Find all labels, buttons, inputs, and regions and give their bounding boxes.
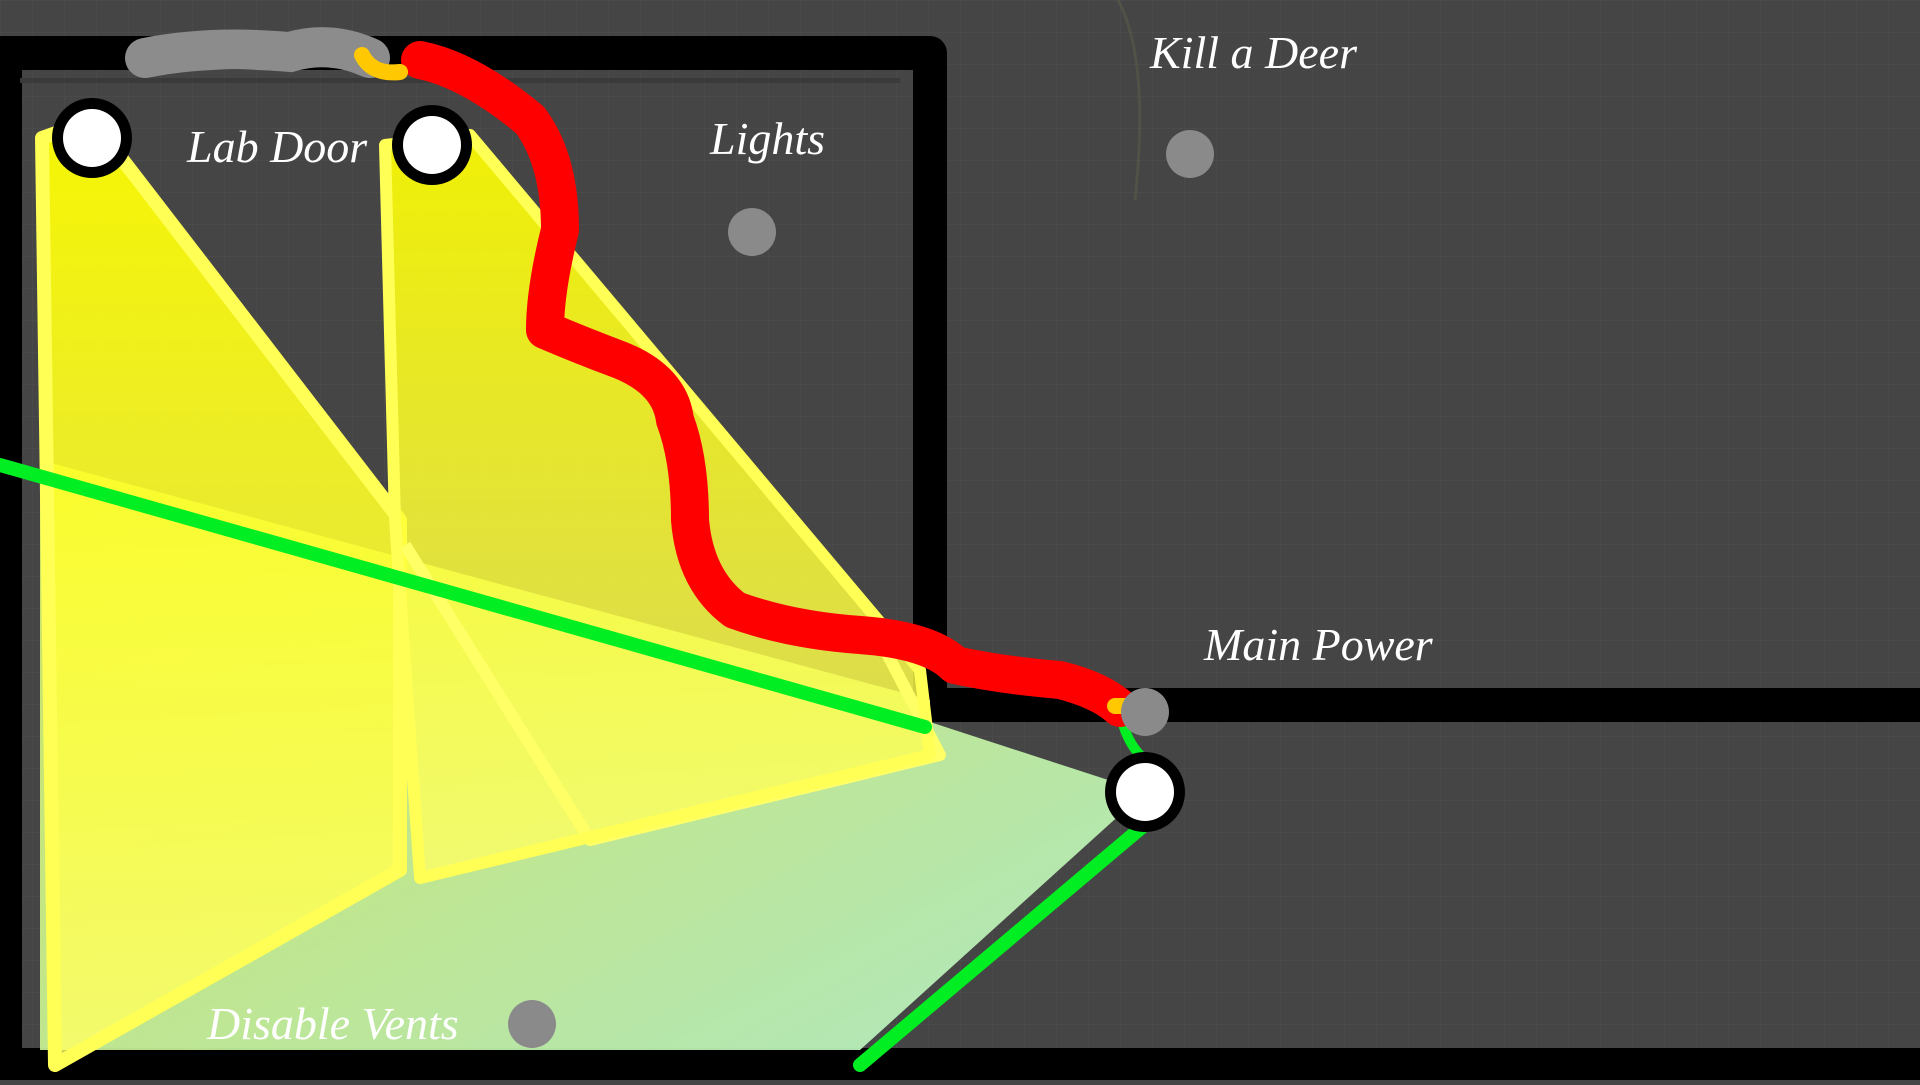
camera-node-icon[interactable] xyxy=(1105,752,1185,832)
vision-cone-camera-1 xyxy=(42,120,400,1065)
task-marker-icon-main-power[interactable] xyxy=(1121,688,1169,736)
task-marker-icon-kill-a-deer[interactable] xyxy=(1166,130,1214,178)
label-main-power: Main Power xyxy=(1203,619,1434,670)
label-lab-door: Lab Door xyxy=(186,121,368,172)
path-start-endpoint xyxy=(354,47,408,81)
player-path-line xyxy=(401,41,1139,727)
vision-cones xyxy=(35,113,1145,1072)
label-lights: Lights xyxy=(709,113,825,164)
camera-node-icon[interactable] xyxy=(52,98,132,178)
scenery-stroke xyxy=(1116,0,1142,201)
label-disable-vents: Disable Vents xyxy=(206,998,459,1049)
label-kill-a-deer: Kill a Deer xyxy=(1149,27,1358,78)
scribble-mark xyxy=(125,27,390,78)
sight-line-upper xyxy=(0,458,932,734)
task-marker-icon-disable-vents[interactable] xyxy=(508,1000,556,1048)
camera-node-icon[interactable] xyxy=(392,105,472,185)
sight-line-lower xyxy=(853,815,1155,1072)
task-marker-icon-lights[interactable] xyxy=(728,208,776,256)
